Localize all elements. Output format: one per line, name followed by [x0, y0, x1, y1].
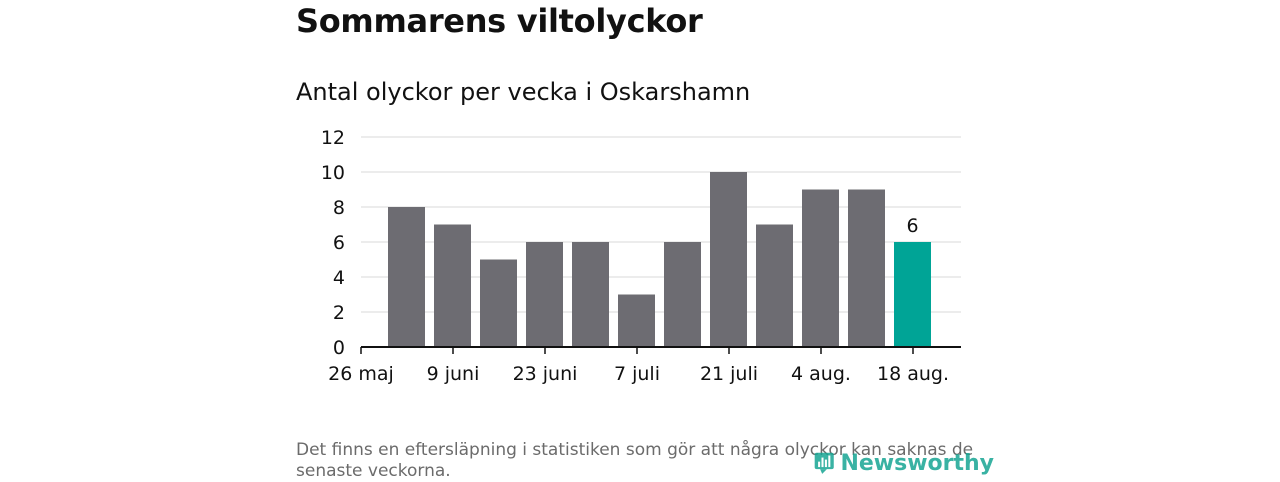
- x-tick-label: 21 juli: [700, 363, 758, 385]
- x-tick-label: 4 aug.: [791, 363, 851, 385]
- bar: [848, 189, 885, 347]
- bar: [480, 259, 517, 347]
- footnote: Det finns en eftersläpning i statistiken…: [296, 440, 974, 481]
- chart-subtitle: Antal olyckor per vecka i Oskarshamn: [296, 78, 751, 106]
- y-tick-label: 10: [321, 162, 345, 184]
- x-tick-label: 7 juli: [614, 363, 660, 385]
- data-label: 6: [906, 215, 918, 237]
- bar: [434, 224, 471, 347]
- logo-text: Newsworthy: [840, 450, 994, 476]
- x-tick-label: 26 maj: [328, 363, 394, 385]
- bar: [572, 242, 609, 347]
- bar: [526, 242, 563, 347]
- x-tick-label: 23 juni: [513, 363, 578, 385]
- y-tick-label: 0: [333, 337, 345, 359]
- bar: [618, 294, 655, 347]
- y-tick-label: 2: [333, 302, 345, 324]
- bar-chart: 0 2 4 6 8 10 12 6 26 maj 9 juni 23 juni 7 juli 21 ju…: [321, 127, 961, 385]
- bar: [388, 207, 425, 347]
- bar: [802, 189, 839, 347]
- newsworthy-logo: Newsworthy: [814, 445, 994, 481]
- bar: [756, 224, 793, 347]
- y-tick-label: 6: [333, 232, 345, 254]
- bar: [710, 172, 747, 347]
- bar: [664, 242, 701, 347]
- x-tick-label: 9 juni: [427, 363, 480, 385]
- y-tick-label: 8: [333, 197, 345, 219]
- y-tick-label: 4: [333, 267, 345, 289]
- y-tick-label: 12: [321, 127, 345, 149]
- x-tick-label: 18 aug.: [877, 363, 949, 385]
- bar-highlighted: [894, 242, 931, 347]
- chart-title: Sommarens viltolyckor: [296, 2, 703, 40]
- newsworthy-logo-icon: [814, 452, 834, 474]
